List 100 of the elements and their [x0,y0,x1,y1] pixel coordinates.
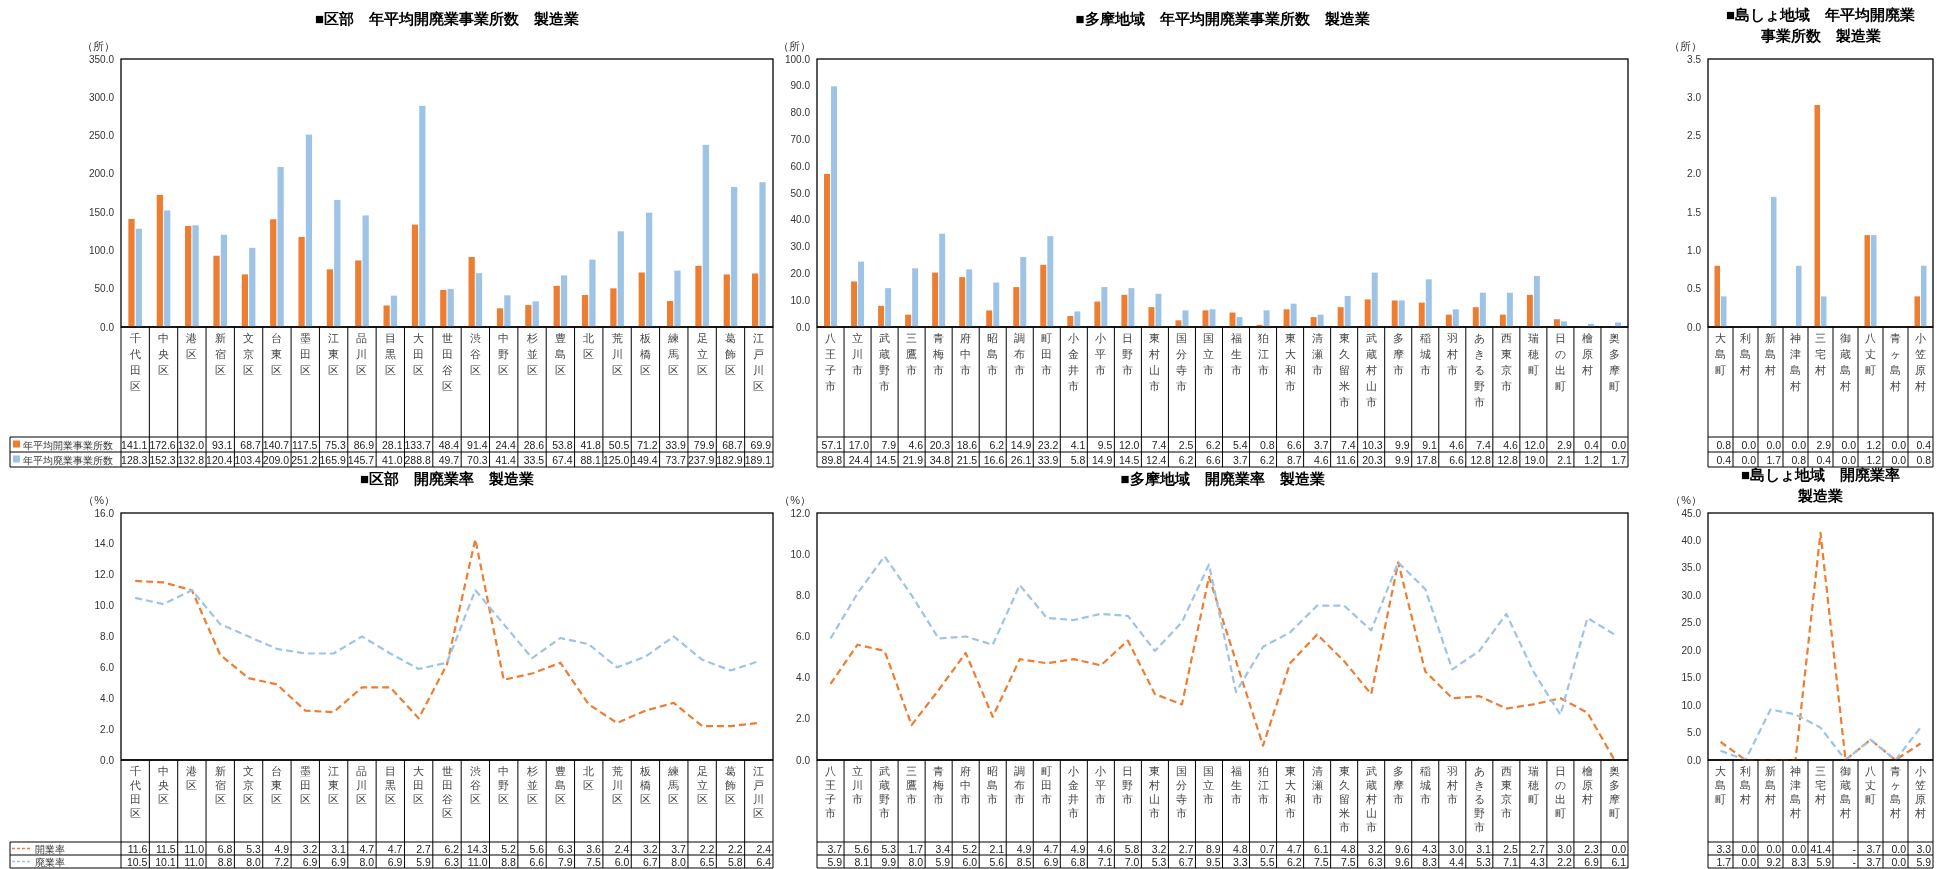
data-label: 12.0 [1524,438,1546,451]
data-label: 6.1 [1314,842,1329,855]
data-label: 8.1 [854,855,870,868]
x-tick-label: 稲城市 [1418,765,1431,805]
data-label: 4.4 [1449,855,1464,868]
x-tick-label: 荒川区 [611,332,623,376]
y-tick-label: 2.0 [100,723,115,735]
x-tick-label: 目黒区 [384,332,396,376]
x-tick-label: 足立区 [696,332,708,376]
data-label: 6.7 [643,855,658,868]
x-tick-label: 武蔵村山市 [1364,332,1377,408]
data-label: 23.2 [1037,438,1059,451]
data-label: 165.9 [319,453,346,466]
data-label: 0.0 [1741,453,1757,466]
x-tick-label: 文京区 [243,765,255,805]
data-label: 7.0 [1124,855,1140,868]
data-label: 6.3 [444,855,460,868]
x-tick-label: 日の出町 [1554,332,1566,392]
y-tick-label: 3.5 [1687,53,1702,65]
x-tick-label: 立川市 [852,765,864,805]
data-label: 69.9 [750,438,772,451]
data-label: 11.6 [1335,453,1356,466]
y-tick-label: 0.0 [100,321,115,333]
x-tick-label: 三鷹市 [906,765,918,805]
y-tick-label: 0.0 [1687,321,1702,333]
data-label: 2.5 [1503,842,1519,855]
x-tick-label: 葛飾区 [724,332,736,376]
x-tick-label: 小平市 [1095,765,1107,805]
y-tick-label: 30.0 [1681,589,1702,601]
data-label: 8.5 [1016,855,1032,868]
data-label: 0.8 [1791,453,1807,466]
data-label: 6.9 [302,855,318,868]
x-tick-label: 三鷹市 [906,332,918,376]
data-label: 132.8 [177,453,205,466]
data-label: 3.0 [1557,842,1573,855]
x-tick-label: 墨田区 [299,332,311,376]
data-label: 49.7 [438,453,460,466]
data-label: 3.7 [1866,855,1882,868]
y-tick-label: 300.0 [88,91,115,103]
chart-title: ■区部 年平均開廃業事業所数 製造業 [314,10,580,27]
data-label: 8.7 [1286,453,1302,466]
data-label: 5.3 [1476,855,1491,868]
data-label: 21.9 [902,453,924,466]
data-label: 7.5 [586,855,602,868]
x-tick-label: 東大和市 [1284,765,1296,819]
data-label: 8.0 [908,855,924,868]
x-tick-label: 町田市 [1041,332,1053,376]
data-label: 6.6 [529,855,545,868]
data-label: 3.2 [1368,842,1383,855]
data-label: 50.5 [608,438,630,451]
x-tick-label: 八王子市 [825,765,837,819]
data-label: 0.0 [1841,438,1857,451]
data-label: 5.6 [989,855,1005,868]
data-label: 10.1 [155,855,176,868]
y-tick-label: 10.0 [790,548,811,560]
data-label: 5.9 [416,855,431,868]
x-tick-label: 国分寺市 [1176,765,1188,819]
y-tick-label: 70.0 [790,133,811,145]
data-label: 6.9 [1584,855,1600,868]
data-label: 182.9 [716,453,743,466]
data-label: 8.0 [246,855,261,868]
x-tick-label: 瑞穂町 [1527,332,1539,376]
data-label: 4.6 [1503,438,1519,451]
y-tick-label: 35.0 [1681,562,1702,574]
data-label: 20.3 [1362,453,1383,466]
data-label: 2.7 [416,842,431,855]
data-label: 4.6 [1097,842,1113,855]
data-label: 6.2 [1286,855,1302,868]
data-label: 28.1 [382,438,403,451]
y-axis-title: （%） [1670,494,1702,506]
x-tick-label: 青梅市 [932,765,945,805]
x-tick-label: 福生市 [1230,765,1242,805]
data-label: 41.4 [1810,842,1832,855]
data-label: 9.1 [1422,438,1437,451]
data-label: 0.8 [1916,453,1932,466]
data-label: 68.7 [240,438,261,451]
data-label: 5.6 [854,842,870,855]
y-tick-label: 8.0 [100,631,115,642]
x-tick-label: 瑞穂町 [1527,765,1539,805]
y-tick-label: 15.0 [1681,672,1702,684]
data-label: 5.9 [935,855,951,868]
x-tick-label: 目黒区 [384,765,396,805]
data-label: 3.6 [586,842,602,855]
x-tick-label: 国立市 [1203,332,1215,376]
data-label: 4.9 [274,842,290,855]
data-label: 8.0 [671,855,687,868]
data-label: 33.5 [523,453,545,466]
y-tick-label: 40.0 [790,214,811,226]
data-label: 0.7 [1259,842,1275,855]
data-label: 6.6 [1286,438,1302,451]
x-tick-label: 大田区 [413,765,425,805]
data-label: 8.3 [1422,855,1437,868]
data-label: 11.0 [184,842,205,855]
data-label: 2.2 [1557,855,1573,868]
data-label: 2.7 [1530,842,1546,855]
x-tick-label: 武蔵村山市 [1364,765,1377,833]
x-tick-label: 新島村 [1764,332,1776,376]
data-label: 1.7 [1766,453,1782,466]
data-label: 5.4 [1232,438,1248,451]
x-tick-label: 福生市 [1230,332,1242,376]
